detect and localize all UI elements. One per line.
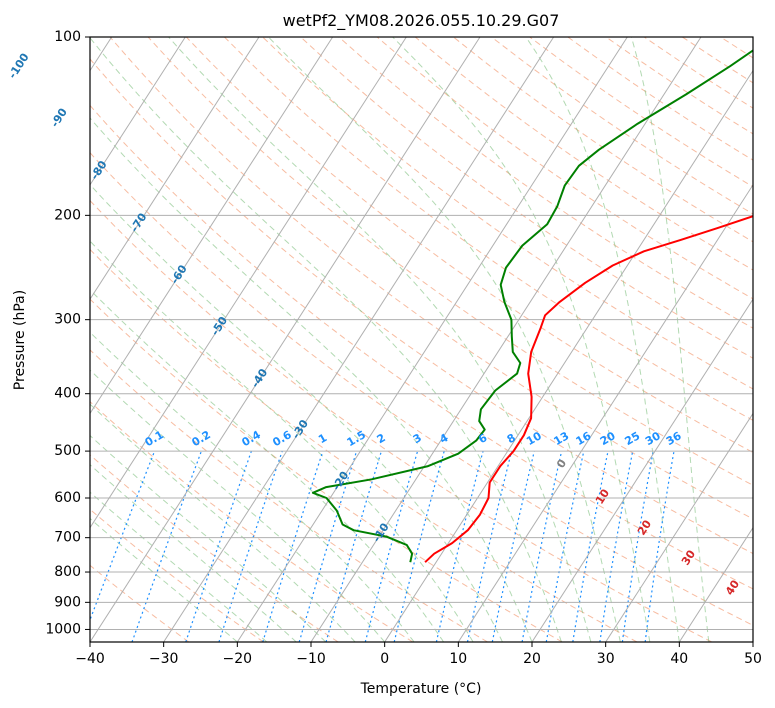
- plot-frame: [89, 36, 754, 643]
- moist-adiabat-line: [90, 240, 474, 642]
- dry-adiabat-line: [300, 37, 753, 359]
- dry-adiabat-line: [90, 298, 563, 642]
- plot-area: [90, 37, 753, 642]
- dry-adiabat-line: [224, 37, 753, 421]
- moist-adiabats: [90, 37, 710, 642]
- isotherm-line: [90, 37, 481, 642]
- moist-adiabat-line: [392, 37, 651, 642]
- x-tick-label: −40: [75, 651, 105, 667]
- x-tick-label: 20: [523, 651, 541, 667]
- moist-adiabat-line: [168, 37, 592, 642]
- moist-adiabat-line: [90, 369, 386, 642]
- x-axis-label: Temperature (°C): [360, 681, 482, 697]
- x-tick-label: 30: [597, 651, 615, 667]
- y-tick-label: 700: [54, 530, 81, 546]
- moist-adiabat-line: [268, 37, 621, 642]
- moist-adiabat-line: [90, 331, 415, 642]
- y-tick-label: 900: [54, 594, 81, 610]
- isotherm-line: [236, 37, 628, 642]
- isotherm-line: [678, 526, 753, 642]
- isotherm-line: [90, 37, 407, 529]
- moist-adiabat-line: [90, 403, 356, 642]
- mixing-ratio-line: [262, 450, 324, 642]
- dewpoint-profile-line: [311, 49, 753, 563]
- mixing-ratio-line: [545, 450, 585, 642]
- dry-adiabat-line: [262, 37, 753, 390]
- mixing-ratio-line: [325, 450, 382, 642]
- moist-adiabat-line: [90, 434, 327, 642]
- isotherm-line: [384, 69, 753, 642]
- moist-adiabat-line: [90, 117, 533, 642]
- isotherm-line: [457, 183, 753, 642]
- mixing-ratio-line: [185, 450, 252, 642]
- dry-adiabat-line: [90, 454, 339, 642]
- y-tick-label: 400: [54, 386, 81, 402]
- profile-series: [311, 49, 753, 563]
- mixing-ratio-line: [364, 450, 419, 642]
- x-tick-label: 0: [380, 651, 389, 667]
- mixing-ratio-line: [298, 450, 358, 642]
- mixing-ratio-line: [393, 450, 445, 642]
- y-tick-label: 200: [54, 207, 81, 223]
- x-tick-label: 50: [744, 651, 762, 667]
- y-tick-label: 600: [54, 490, 81, 506]
- grid-lines: [90, 37, 753, 630]
- dry-adiabat-line: [90, 104, 753, 590]
- y-axis-label: Pressure (hPa): [12, 290, 28, 390]
- dry-adiabat-line: [90, 248, 638, 642]
- x-tick-label: −20: [223, 651, 253, 667]
- isotherm-line: [163, 37, 555, 642]
- dry-adiabat-line: [90, 349, 488, 642]
- x-tick-label: 10: [449, 651, 467, 667]
- moist-adiabat-line: [90, 37, 562, 642]
- y-tick-label: 100: [54, 29, 81, 45]
- isotherm-line: [310, 37, 702, 642]
- moist-adiabat-line: [90, 491, 268, 642]
- isotherm-line: [605, 412, 753, 642]
- dry-adiabat-line: [90, 199, 712, 642]
- isotherm-line: [531, 298, 753, 642]
- moist-adiabat-line: [525, 37, 680, 642]
- isotherm-line: [90, 37, 186, 186]
- isotherm-line: [90, 37, 260, 301]
- chart-title: wetPf2_YM08.2026.055.10.29.G07: [283, 11, 560, 31]
- y-tick-label: 300: [54, 312, 81, 328]
- temperature-profile-line: [424, 215, 753, 563]
- dry-adiabat-line: [109, 37, 753, 520]
- y-tick-label: 500: [54, 443, 81, 459]
- axis-ticks: −40 −30 −20 −10 0 10 20 30 40 50 100 200 300 400 500 60…: [45, 29, 762, 667]
- mixing-ratio-line: [521, 450, 563, 642]
- x-tick-label: 40: [670, 651, 688, 667]
- mixing-ratio-line: [491, 450, 535, 642]
- moist-adiabat-line: [630, 37, 710, 642]
- mixing-ratio-line: [435, 450, 484, 642]
- x-tick-label: −10: [296, 651, 326, 667]
- skewed-isotherms: [90, 37, 753, 642]
- moist-adiabat-line: [90, 517, 238, 642]
- moist-adiabat-line: [90, 289, 445, 642]
- dry-adiabat-line: [90, 508, 264, 642]
- y-tick-label: 800: [54, 564, 81, 580]
- moist-adiabat-line: [90, 183, 503, 642]
- y-tick-label: 1000: [45, 621, 81, 637]
- x-tick-label: −30: [149, 651, 179, 667]
- dry-adiabat-line: [90, 151, 753, 626]
- isotherm-line: [90, 37, 334, 415]
- mixing-ratio-line: [218, 450, 283, 642]
- mixing-ratio-line: [466, 450, 513, 642]
- moist-adiabat-line: [90, 464, 297, 642]
